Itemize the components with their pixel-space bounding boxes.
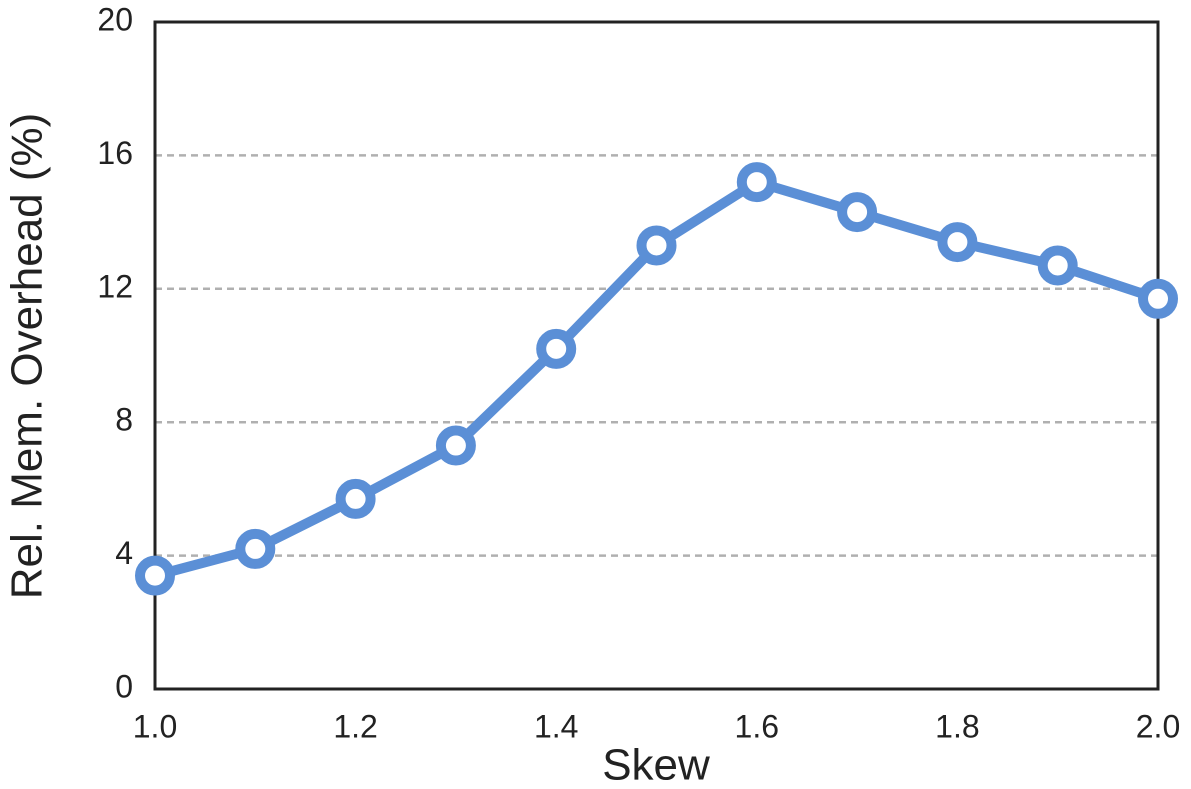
marker xyxy=(235,528,276,569)
marker xyxy=(837,192,878,233)
y-tick-label: 4 xyxy=(115,535,133,571)
x-axis-title: Skew xyxy=(602,741,710,789)
marker xyxy=(1138,278,1178,319)
y-axis-title: Rel. Mem. Overhead (%) xyxy=(3,113,52,600)
marker xyxy=(736,162,777,203)
y-tick-label: 16 xyxy=(97,135,133,171)
y-tick-label: 8 xyxy=(115,402,133,438)
plot-frame xyxy=(153,20,1160,691)
marker xyxy=(536,328,577,369)
marker xyxy=(636,225,677,266)
x-tick-label: 1.6 xyxy=(735,708,779,744)
marker xyxy=(937,222,978,263)
x-tick-label: 1.8 xyxy=(935,708,979,744)
x-tick-label: 1.0 xyxy=(133,708,177,744)
y-tick-label: 20 xyxy=(97,1,133,37)
marker xyxy=(335,478,376,519)
y-tick-label: 0 xyxy=(115,668,133,704)
marker xyxy=(435,425,476,466)
x-tick-label: 2.0 xyxy=(1136,708,1180,744)
marker xyxy=(135,555,175,596)
x-tick-label: 1.4 xyxy=(534,708,578,744)
marker xyxy=(1037,245,1078,286)
x-tick-label: 1.2 xyxy=(333,708,377,744)
y-tick-label: 12 xyxy=(97,268,133,304)
